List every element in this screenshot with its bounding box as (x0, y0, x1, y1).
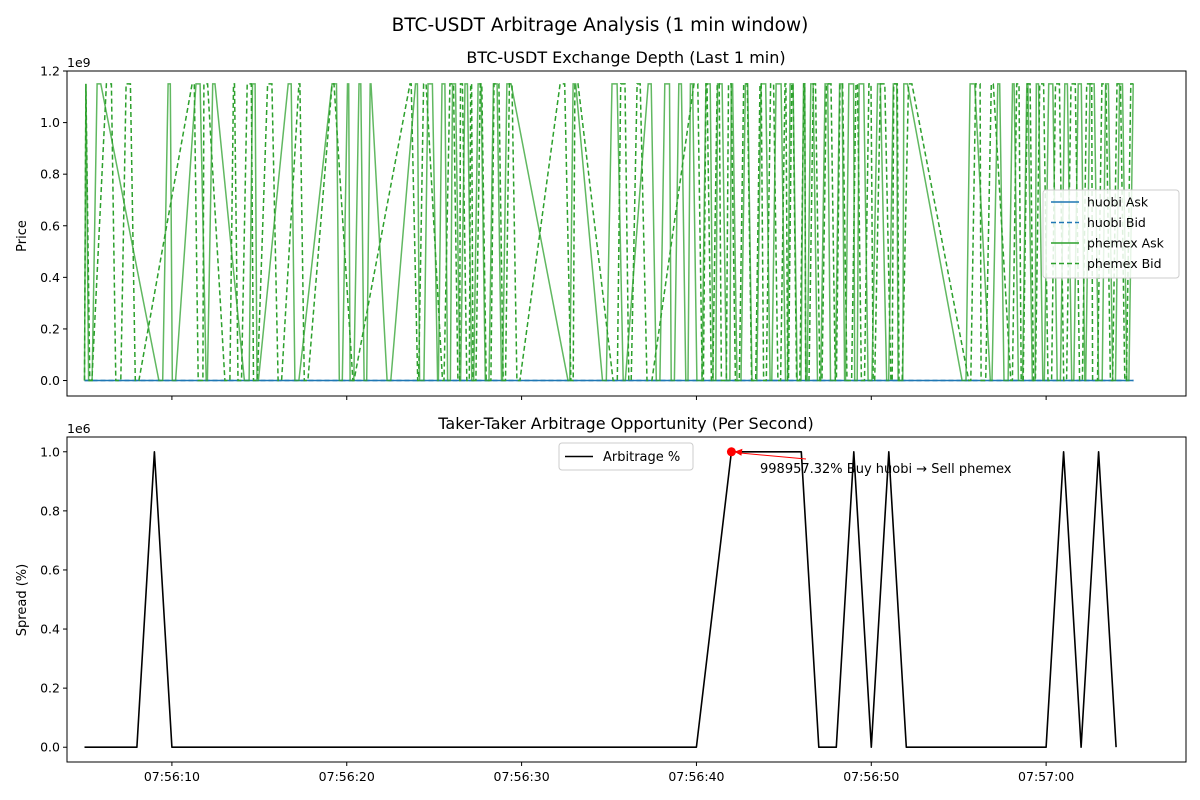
legend-box (558, 442, 694, 471)
top-plot: BTC-USDT Exchange Depth (Last 1 min) 0.0… (15, 48, 1187, 400)
y-tick-label: 1.0 (40, 444, 60, 459)
y-tick-label: 0.0 (40, 373, 60, 388)
x-tick-label: 07:56:40 (668, 769, 724, 784)
y-tick-label: 0.2 (40, 681, 60, 696)
series-line-arbitrage (84, 451, 1117, 748)
legend-label: phemex Bid (1087, 256, 1162, 271)
y-tick-label: 0.4 (40, 270, 60, 285)
y-tick-label: 0.0 (40, 740, 60, 755)
top-y-axis: 0.0 0.2 0.4 0.6 0.8 1.0 1.2 (40, 64, 67, 388)
x-tick-label: 07:57:00 (1018, 769, 1074, 784)
bottom-annotation: 998957.32% Buy huobi → Sell phemex (726, 447, 1012, 477)
bottom-plot-frame (66, 436, 1187, 763)
top-offset-text: 1e9 (67, 55, 91, 70)
top-plot-frame (66, 70, 1187, 397)
top-plot-title: BTC-USDT Exchange Depth (Last 1 min) (466, 48, 785, 67)
bottom-legend: Arbitrage % (558, 442, 694, 471)
y-tick-label: 0.4 (40, 622, 60, 637)
legend-box (1042, 189, 1180, 279)
legend-label: Arbitrage % (603, 450, 680, 465)
top-legend: huobi Ask huobi Bid phemex Ask phemex Bid (1042, 189, 1180, 279)
legend-label: huobi Ask (1087, 195, 1149, 210)
x-tick-label: 07:56:30 (494, 769, 550, 784)
top-x-axis (171, 396, 1047, 400)
y-tick-label: 0.8 (40, 167, 60, 182)
y-tick-label: 0.8 (40, 503, 60, 518)
bottom-y-label: Spread (%) (15, 564, 30, 636)
bottom-series-layer (84, 451, 1117, 748)
annotation-marker (726, 447, 736, 457)
y-tick-label: 0.6 (40, 562, 60, 577)
bottom-y-axis: 0.0 0.2 0.4 0.6 0.8 1.0 (40, 444, 67, 755)
annotation-text: 998957.32% Buy huobi → Sell phemex (760, 462, 1012, 477)
y-tick-label: 1.0 (40, 115, 60, 130)
annotation-arrowhead (734, 448, 743, 456)
x-tick-label: 07:56:10 (144, 769, 200, 784)
bottom-plot: Taker-Taker Arbitrage Opportunity (Per S… (15, 414, 1187, 784)
annotation-arrow (737, 452, 807, 460)
suptitle: BTC-USDT Arbitrage Analysis (1 min windo… (392, 15, 809, 36)
x-tick-label: 07:56:50 (843, 769, 899, 784)
legend-label: phemex Ask (1087, 236, 1165, 251)
top-y-label: Price (15, 220, 30, 252)
y-tick-label: 0.6 (40, 218, 60, 233)
y-tick-label: 1.2 (40, 64, 60, 79)
bottom-x-axis: 07:56:10 07:56:20 07:56:30 07:56:40 07:56:50… (144, 762, 1074, 784)
bottom-plot-title: Taker-Taker Arbitrage Opportunity (Per S… (437, 414, 813, 433)
y-tick-label: 0.2 (40, 321, 60, 336)
top-series-layer (83, 83, 1134, 382)
legend-label: huobi Bid (1087, 215, 1146, 230)
x-tick-label: 07:56:20 (319, 769, 375, 784)
bottom-offset-text: 1e6 (67, 421, 91, 436)
